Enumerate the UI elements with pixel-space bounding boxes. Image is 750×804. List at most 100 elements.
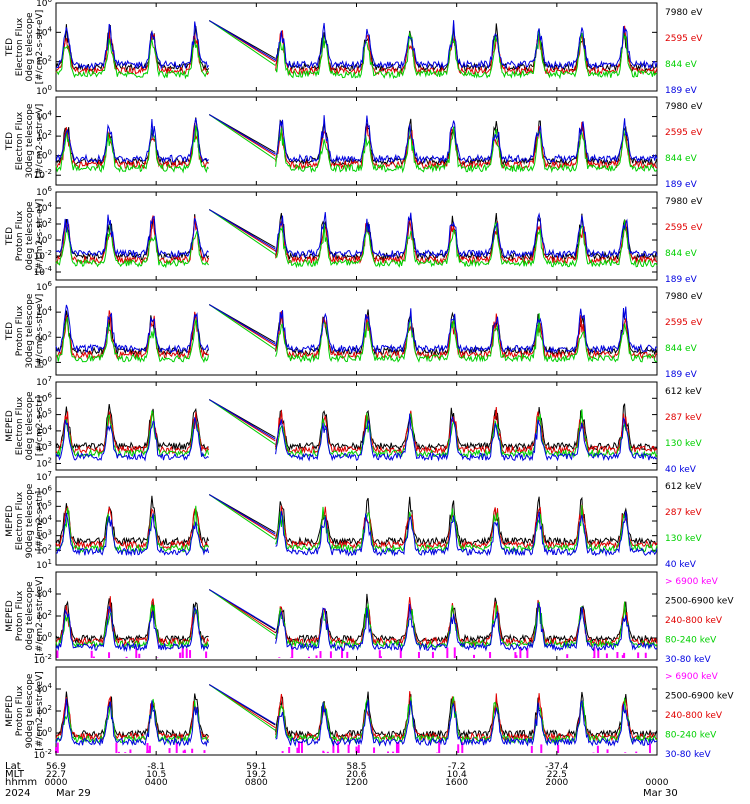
y-tick-label: 102 [36, 704, 52, 717]
y-tick-label: 104 [36, 424, 52, 437]
legend-entry: 612 keV [665, 482, 702, 492]
trace-40kev [55, 510, 658, 557]
y-tick-label: 102 [36, 456, 52, 469]
y-tick-label: 100 [36, 726, 52, 739]
y-tick-label: 10-2 [34, 249, 52, 262]
y-tick-label: 10-2 [34, 748, 52, 761]
y-tick-label: 106 [36, 0, 52, 9]
trace-287kev [55, 406, 658, 455]
gap-connector [208, 114, 276, 160]
x-tick-lat: -37.4 [545, 762, 569, 772]
trace-80240kev [55, 601, 658, 650]
y-tick-label: 104 [36, 305, 52, 318]
trace-844ev [55, 28, 658, 80]
legend-entry: 240-800 keV [665, 711, 723, 721]
trace-189ev [55, 115, 658, 164]
y-axis-label: TEDElectron Flux30deg telescope[#/cm2-s-… [5, 103, 45, 178]
trace-240800kev [55, 691, 658, 742]
y-axis-label: MEPEDElectron Flux0deg telescope[#/cm2-s… [5, 391, 45, 461]
y-axis-label: TEDElectron Flux0deg telescope[#/cm2-s-s… [5, 10, 45, 85]
legend-entry: 2595 eV [665, 318, 703, 328]
trace-189ev [55, 212, 658, 259]
trace-40kev [55, 413, 658, 462]
gap-connector [208, 684, 276, 731]
trace-3080kev [55, 602, 658, 653]
y-tick-label: 102 [36, 543, 52, 556]
legend-entry: 2595 eV [665, 34, 703, 44]
y-tick-label: 100 [36, 84, 52, 97]
gap-connector [208, 20, 276, 61]
trace-130kev [55, 409, 658, 459]
trace-287kev [55, 504, 658, 551]
trace-25006900kev [55, 691, 658, 740]
gap-connector [208, 304, 276, 350]
y-tick-label: 102 [36, 609, 52, 622]
legend-entry: 612 keV [665, 387, 702, 397]
panel-5: 102 103 104 105 106 107 MEPEDElectron Flux0deg… [5, 375, 702, 475]
y-axis-label: TEDProton Flux30deg telescope[#/cm2-s-st… [5, 293, 45, 368]
x-tick-hhmm: 0400 [145, 778, 168, 788]
trace-612kev [55, 495, 658, 547]
y-tick-label: 102 [36, 129, 52, 142]
legend-entry: 7980 eV [665, 102, 703, 112]
x-tick-lat: -8.1 [147, 762, 165, 772]
trace-844ev [55, 125, 658, 174]
legend-entry: > 6900 keV [665, 577, 719, 587]
legend-entry: 844 eV [665, 60, 698, 70]
trace-844ev [55, 219, 658, 269]
legend-entry: 2500-6900 keV [665, 597, 734, 607]
x-tick-lat: -7.2 [448, 762, 466, 772]
y-tick-label: 10-2 [34, 168, 52, 181]
y-tick-label: 10-4 [34, 265, 53, 278]
y-tick-label: 104 [36, 201, 52, 214]
legend-entry: 287 keV [665, 508, 702, 518]
gap-connector [208, 399, 276, 440]
y-tick-label: 100 [36, 149, 52, 162]
y-tick-label: 104 [36, 514, 52, 527]
y-tick-label: 102 [36, 55, 52, 68]
legend-entry: 40 keV [665, 560, 697, 570]
y-tick-label: 106 [36, 485, 52, 498]
y-tick-label: 106 [36, 391, 52, 404]
y-axis-label: TEDProton Flux0deg telescope[#/cm2-s-str… [5, 199, 45, 274]
legend-entry: 2595 eV [665, 223, 703, 233]
y-tick-label: 104 [36, 587, 52, 600]
y-tick-label: 104 [36, 25, 52, 38]
x-tick-lat: 56.9 [46, 762, 66, 772]
legend-entry: 844 eV [665, 154, 698, 164]
y-axis-label: MEPEDElectron Flux90deg telescope[#/cm2-… [5, 483, 45, 558]
trace-25006900kev [55, 593, 658, 644]
y-tick-label: 104 [36, 110, 52, 123]
x-tick-mlt: 19.2 [246, 770, 266, 780]
y-tick-label: 105 [36, 499, 52, 512]
trace-240800kev [55, 596, 658, 647]
end-date-label: Mar 30 [643, 788, 678, 799]
legend-entry: 30-80 keV [665, 655, 711, 665]
y-tick-label: 102 [36, 330, 52, 343]
trace-844ev [55, 313, 658, 364]
legend-entry: 7980 eV [665, 8, 703, 18]
gap-connector [208, 494, 276, 540]
legend-entry: 30-80 keV [665, 750, 711, 760]
x-tick-mlt: 10.5 [146, 770, 166, 780]
panel-frame [55, 286, 658, 376]
legend-entry: 189 eV [665, 275, 698, 285]
legend-entry: 287 keV [665, 413, 702, 423]
y-tick-label: 101 [36, 558, 52, 571]
legend-entry: 844 eV [665, 249, 698, 259]
y-tick-label: 107 [36, 375, 52, 388]
x-tick-mlt: 22.5 [547, 770, 567, 780]
y-tick-label: 100 [36, 233, 52, 246]
panel-frame [55, 96, 658, 186]
y-tick-label: 102 [36, 217, 52, 230]
legend-entry: 189 eV [665, 86, 698, 96]
legend-entry: 7980 eV [665, 292, 703, 302]
legend-entry: 80-240 keV [665, 731, 717, 741]
y-axis-label: MEPEDProton Flux90deg telescope[#/cm2-s-… [5, 671, 45, 750]
